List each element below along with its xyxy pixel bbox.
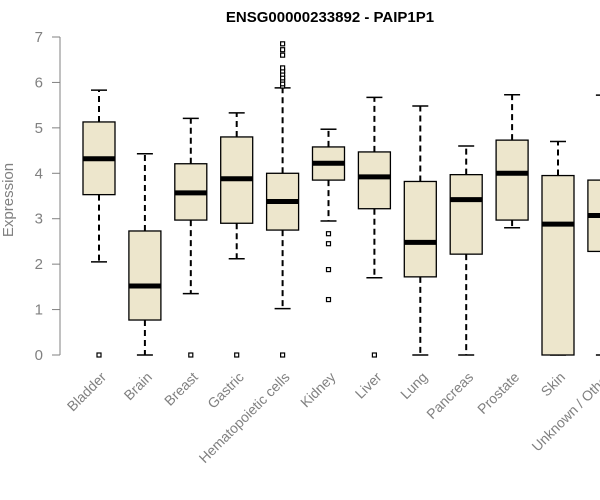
y-tick-label: 4 xyxy=(35,165,43,182)
x-tick-label: Pancreas xyxy=(423,369,476,422)
y-axis-label: Expression xyxy=(0,163,17,237)
box-pancreas xyxy=(449,145,483,356)
outlier-point xyxy=(280,47,286,53)
iqr-box xyxy=(541,174,575,356)
outlier-point xyxy=(325,296,332,303)
x-tick-label: Hematopoietic cells xyxy=(196,369,293,466)
x-tick-label: Kidney xyxy=(297,369,339,411)
box-kidney xyxy=(311,128,346,303)
y-tick-label: 5 xyxy=(35,120,43,137)
box-lung xyxy=(403,105,437,356)
outlier-point xyxy=(371,352,377,358)
outlier-point xyxy=(280,52,286,58)
y-tick-label: 0 xyxy=(35,347,43,364)
y-tick-label: 2 xyxy=(35,256,43,273)
box-unknown-other xyxy=(587,94,600,356)
chart-title: ENSG00000233892 - PAIP1P1 xyxy=(226,9,434,26)
y-tick-label: 7 xyxy=(35,29,43,46)
outlier-point xyxy=(280,65,286,71)
iqr-box xyxy=(449,173,483,255)
box-hematopoietic-cells xyxy=(265,41,300,358)
outlier-point xyxy=(325,266,332,273)
box-series xyxy=(82,41,600,358)
iqr-box xyxy=(495,139,529,221)
x-tick-label: Lung xyxy=(397,369,430,402)
y-axis: 0 1 2 3 4 5 6 7 xyxy=(35,29,61,364)
outlier-point xyxy=(188,352,194,358)
y-tick-label: 1 xyxy=(35,302,43,319)
box-skin xyxy=(541,140,575,356)
box-breast xyxy=(174,117,208,358)
box-brain xyxy=(128,153,162,356)
y-tick-label: 3 xyxy=(35,211,43,228)
y-tick-label: 6 xyxy=(35,74,43,91)
iqr-box xyxy=(403,180,437,278)
x-tick-label: Skin xyxy=(538,369,569,400)
outlier-point xyxy=(280,352,286,358)
iqr-box xyxy=(357,151,392,210)
iqr-box xyxy=(128,230,162,321)
outlier-point xyxy=(325,231,332,237)
box-liver xyxy=(357,96,392,358)
x-tick-label: Bladder xyxy=(64,369,110,415)
x-tick-label: Prostate xyxy=(474,369,522,417)
outlier-point xyxy=(280,41,286,47)
box-prostate xyxy=(495,93,529,229)
outlier-point xyxy=(325,241,332,247)
outlier-point xyxy=(96,352,102,358)
box-gastric xyxy=(220,112,254,358)
box-bladder xyxy=(82,89,116,358)
x-tick-label: Brain xyxy=(121,369,155,403)
x-tick-label: Gastric xyxy=(204,369,247,412)
x-tick-label: Liver xyxy=(352,369,385,402)
x-tick-label: Breast xyxy=(161,369,201,409)
outlier-point xyxy=(234,352,240,358)
